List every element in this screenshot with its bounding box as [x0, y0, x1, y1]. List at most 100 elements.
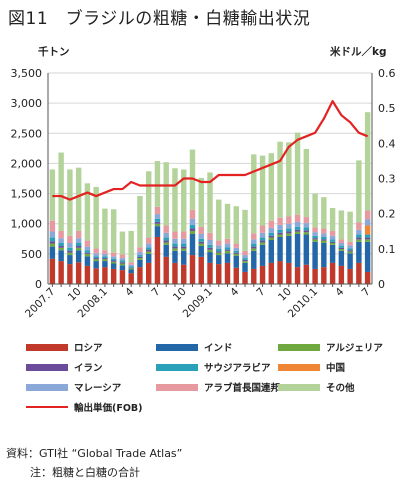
bar-segment-uae: [110, 252, 117, 257]
bar-segment-other: [93, 186, 99, 249]
bar-segment-malaysia: [338, 243, 345, 247]
x-tick-label: 4: [123, 285, 136, 298]
bar-segment-algeria: [251, 248, 257, 251]
bar-segment-uae: [163, 225, 169, 233]
bar-segment-other: [189, 149, 196, 210]
bar-segment-algeria: [364, 239, 371, 242]
bar-segment-algeria: [207, 249, 213, 253]
bar-segment-iran: [233, 252, 239, 254]
bar-segment-saudi: [216, 249, 222, 252]
bar-segment-saudi: [49, 237, 56, 242]
bar-segment-algeria: [294, 231, 301, 234]
bar-segment-india: [321, 243, 327, 268]
bar-segment-saudi: [312, 235, 318, 239]
bar-segment-algeria: [145, 251, 152, 254]
bar-segment-malaysia: [119, 258, 126, 261]
bar-segment-saudi: [128, 266, 134, 268]
left-axis-unit: 千トン: [38, 46, 70, 58]
bar-segment-other: [58, 152, 64, 231]
bar-segment-uae: [67, 235, 73, 243]
bar-segment-saudi: [93, 256, 99, 259]
bar-segment-india: [75, 250, 82, 263]
bar-segment-india: [242, 262, 248, 272]
bar-segment-algeria: [181, 248, 187, 251]
bar-segment-russia: [58, 261, 64, 284]
bar-segment-russia: [347, 268, 353, 284]
bar-segment-malaysia: [347, 245, 353, 249]
bar-segment-russia: [364, 271, 371, 284]
bar-segment-saudi: [58, 243, 64, 247]
bar-segment-russia: [356, 262, 362, 284]
bar-segment-malaysia: [277, 224, 283, 230]
bar-segment-iran: [189, 228, 196, 231]
bar-segment-uae: [154, 206, 161, 215]
bar-segment-other: [216, 199, 222, 241]
y2-tick-label: 0.6: [378, 67, 396, 80]
legend-label: 輸出単価(FOB): [74, 403, 143, 414]
y-tick-label: 500: [21, 248, 42, 261]
bar-segment-malaysia: [198, 233, 204, 239]
bar-segment-algeria: [338, 249, 345, 251]
bar-segment-russia: [189, 255, 196, 284]
bar-segment-other: [224, 203, 231, 239]
bar-segment-malaysia: [286, 223, 292, 229]
axes: [47, 73, 373, 287]
bar-segment-saudi: [251, 243, 257, 247]
bar-segment-malaysia: [356, 229, 362, 235]
y-tick-label: 2,500: [11, 127, 43, 140]
bar-segment-saudi: [198, 238, 204, 242]
bar-segment-russia: [251, 268, 257, 284]
bar-segment-malaysia: [207, 239, 213, 245]
bar-segment-algeria: [84, 253, 91, 257]
bar-segment-russia: [268, 262, 275, 284]
legend-label: ロシア: [74, 343, 103, 354]
bar-segment-india: [294, 233, 301, 268]
bar-segment-uae: [93, 248, 99, 254]
legend-label: その他: [326, 383, 355, 394]
bar-segment-iran: [207, 247, 213, 250]
bar-segment-uae: [102, 250, 108, 254]
bar-segment-algeria: [303, 232, 310, 235]
bar-segment-algeria: [67, 252, 73, 256]
x-tick-label: 10: [66, 286, 84, 304]
bar-segment-malaysia: [145, 243, 152, 248]
bar-segment-uae: [338, 239, 345, 244]
bar-segment-china: [364, 225, 371, 235]
bar-segment-india: [347, 253, 353, 269]
bar-segment-saudi: [233, 250, 239, 253]
bar-segment-iran: [224, 249, 231, 251]
bar-segment-malaysia: [49, 231, 56, 238]
bar-segment-saudi: [189, 224, 196, 229]
bar-segment-iran: [84, 252, 91, 254]
bar-segment-india: [137, 259, 143, 268]
bar-segment-malaysia: [154, 214, 161, 219]
legend-item-russia: ロシア: [26, 340, 103, 354]
x-tick-label: 7: [254, 286, 267, 299]
bar-segment-algeria: [347, 251, 353, 254]
bar-segment-saudi: [145, 247, 152, 250]
bar-segment-other: [198, 177, 204, 227]
bar-segment-india: [277, 236, 283, 262]
x-tick-label: 10: [276, 286, 294, 304]
bar-segment-algeria: [154, 223, 161, 227]
legend-item-saudi: サウジアラビア: [156, 360, 271, 374]
bar-segment-iran: [102, 258, 108, 260]
bar-segment-malaysia: [163, 232, 169, 238]
bar-segment-algeria: [119, 263, 126, 266]
bar-segment-india: [102, 261, 108, 268]
bar-segment-india: [216, 255, 222, 265]
bar-segment-india: [154, 226, 161, 237]
y2-tick-label: 0: [378, 278, 385, 291]
x-tick-label: 7: [149, 286, 162, 299]
bar-segment-india: [268, 239, 275, 263]
bar-segment-russia: [294, 267, 301, 284]
bar-segment-iran: [154, 221, 161, 224]
bar-segment-saudi: [163, 237, 169, 241]
bar-segment-iran: [49, 241, 56, 244]
bar-segment-malaysia: [110, 256, 117, 259]
legend-swatch: [278, 363, 320, 371]
bar-segment-malaysia: [128, 264, 134, 267]
legend-swatch: [26, 363, 68, 371]
bar-segment-russia: [163, 256, 169, 284]
bar-segment-other: [347, 211, 353, 242]
